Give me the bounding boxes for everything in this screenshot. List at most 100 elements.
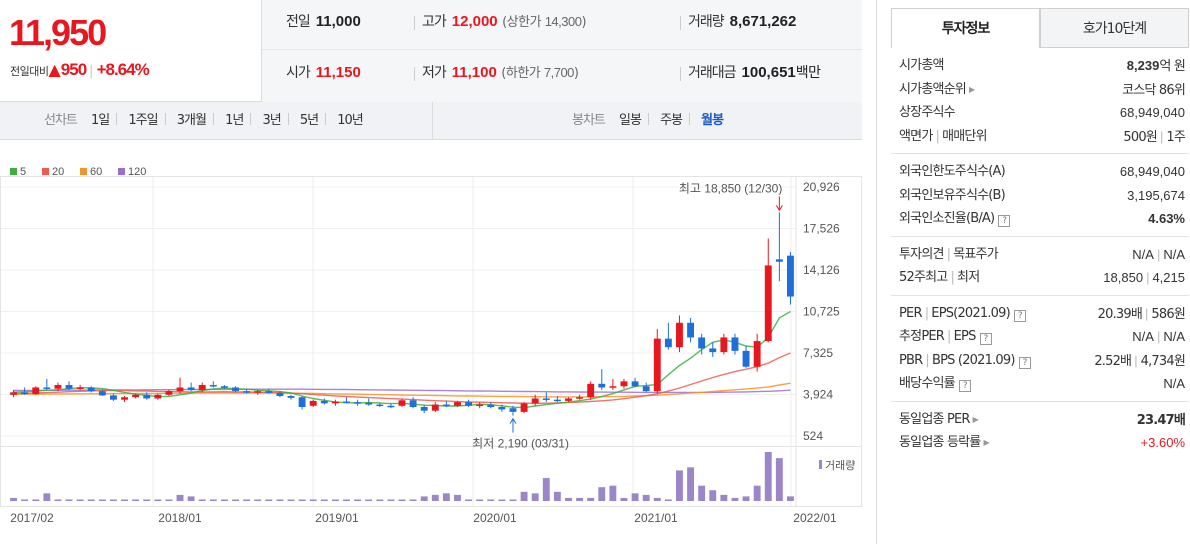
volume-bar: [254, 499, 262, 501]
candle-body: [232, 387, 239, 392]
up-arrow-icon: ▲: [48, 60, 61, 79]
candle-body: [609, 386, 617, 388]
volume-bar: [664, 499, 672, 501]
candle-body: [520, 403, 528, 412]
market-cap-rank-value: 코스닥 86위: [1122, 78, 1186, 103]
candle-daily-button[interactable]: 일봉: [619, 113, 642, 128]
listed-shares-value: 68,949,040: [1119, 105, 1185, 120]
candle-body: [775, 259, 783, 262]
current-price-box: 11,950 전일대비▲950 | +8.64%: [0, 0, 262, 102]
tab-invest-info[interactable]: 투자정보: [891, 8, 1040, 48]
period-1y-button[interactable]: 1년: [225, 113, 244, 128]
candle-body: [109, 395, 117, 400]
candle-body: [21, 392, 29, 395]
divider: [325, 113, 327, 125]
help-icon[interactable]: ?: [1013, 309, 1026, 322]
sector-change-label[interactable]: 동일업종 등락률 ▶: [899, 431, 990, 455]
candle-body: [65, 385, 73, 389]
market-cap-label: 시가총액: [899, 58, 944, 73]
candle-body: [620, 381, 628, 387]
market-cap-rank-row[interactable]: 시가총액순위 ▶ 코스닥 86위: [891, 78, 1189, 102]
upper-limit-value: 14,300: [544, 14, 582, 29]
candle-body: [320, 400, 328, 404]
volume-bar: [331, 499, 339, 501]
volume-bar: [476, 499, 484, 501]
y-tick-label: 17,526: [803, 221, 840, 235]
help-icon[interactable]: ?: [958, 380, 971, 392]
volume-bar: [354, 499, 362, 501]
y-tick-label: 524: [803, 429, 823, 443]
volume-bar: [76, 499, 84, 501]
chart-toolbar: 선차트 1일 1주일 3개월 1년 3년 5년 10년 봉차트 일봉 주봉 월봉: [0, 102, 862, 140]
period-3m-button[interactable]: 3개월: [176, 113, 207, 128]
period-5y-button[interactable]: 5년: [299, 113, 319, 128]
volume-bar: [553, 491, 561, 501]
info-section-opinion: 투자의견 | 목표주가 N/A | N/A 52주최고 | 최저 18,850 | 4,215: [891, 237, 1189, 296]
max-arrow-icon: [775, 205, 783, 212]
volume-bar: [442, 493, 450, 501]
volume-bar: [642, 494, 650, 501]
help-icon[interactable]: ?: [998, 215, 1011, 227]
min-arrow-icon: [509, 417, 517, 424]
high-label: 고가: [422, 14, 447, 30]
divider: |: [1134, 352, 1138, 368]
help-icon[interactable]: ?: [979, 333, 992, 345]
period-10y-button[interactable]: 10년: [337, 113, 363, 128]
stock-main-panel: 11,950 전일대비▲950 | +8.64% 전일 11,000 고가 12,000…: [0, 0, 862, 525]
market-cap-rank-label[interactable]: 시가총액순위 ▶: [899, 78, 975, 102]
prev-close-label: 전일: [286, 14, 311, 30]
caret-right-icon: ▶: [968, 84, 975, 94]
candle-body: [698, 337, 706, 349]
change-percent: +8.64%: [96, 60, 150, 79]
divider: [689, 113, 691, 125]
volume-bar: [265, 499, 273, 501]
candle-body: [220, 386, 228, 388]
trade-unit-number: 1주: [1166, 129, 1185, 145]
volume-bar: [365, 499, 373, 501]
volume-bar: [376, 499, 384, 501]
info-section-foreign: 외국인한도주식수(A) 68,949,040 외국인보유주식수(B) 3,195…: [891, 154, 1189, 237]
legend-swatch: [42, 168, 49, 175]
sector-change-row[interactable]: 동일업종 등락률 ▶ +3.60%: [891, 431, 1189, 455]
dividend-text: 배당수익률: [899, 376, 956, 391]
legend-swatch: [80, 168, 87, 175]
volume-bar: [709, 490, 717, 501]
candle-body: [287, 396, 295, 398]
period-1d-button[interactable]: 1일: [91, 113, 110, 128]
candle-body: [143, 394, 151, 399]
ma20-line: [13, 352, 791, 405]
prev-close-value: 11,000: [315, 13, 361, 30]
candle-body: [354, 402, 362, 404]
week52-label: 52주최고 | 최저: [899, 266, 980, 290]
volume-bar: [320, 499, 328, 501]
eps-number: 586원: [1151, 306, 1185, 322]
tab-order-book[interactable]: 호가10단계: [1040, 8, 1189, 48]
volume-bar: [620, 497, 628, 501]
period-1w-button[interactable]: 1주일: [128, 113, 158, 128]
per-text: PER: [899, 305, 922, 321]
candle-monthly-button[interactable]: 월봉: [701, 113, 724, 128]
sector-per-row[interactable]: 동일업종 PER ▶ 23.47배: [891, 408, 1189, 432]
est-per-label: 추정PER | EPS?: [899, 325, 992, 349]
volume-bar: [198, 499, 206, 501]
amount-stat: 거래대금 100,651백만: [680, 51, 821, 101]
candle-weekly-button[interactable]: 주봉: [660, 113, 683, 128]
divider: [414, 67, 415, 81]
period-3y-button[interactable]: 3년: [262, 113, 281, 128]
opinion-number: N/A: [1132, 246, 1154, 262]
sector-per-label[interactable]: 동일업종 PER ▶: [899, 408, 979, 432]
target-text: 목표주가: [953, 246, 998, 262]
dividend-row: 배당수익률? N/A: [891, 372, 1189, 396]
line-chart-periods: 선차트 1일 1주일 3개월 1년 3년 5년 10년: [44, 102, 364, 140]
candle-body: [165, 391, 173, 395]
volume-bar: [542, 478, 550, 501]
par-value-text: 액면가: [899, 128, 933, 144]
volume-bar: [109, 499, 117, 501]
help-icon[interactable]: ?: [1018, 356, 1031, 369]
candle-chart-label: 봉차트: [572, 113, 606, 128]
divider: |: [89, 64, 94, 79]
est-eps-number: N/A: [1163, 329, 1185, 344]
x-tick-label: 2022/01: [793, 511, 837, 525]
candle-body: [32, 387, 40, 395]
candle-body: [687, 322, 695, 338]
